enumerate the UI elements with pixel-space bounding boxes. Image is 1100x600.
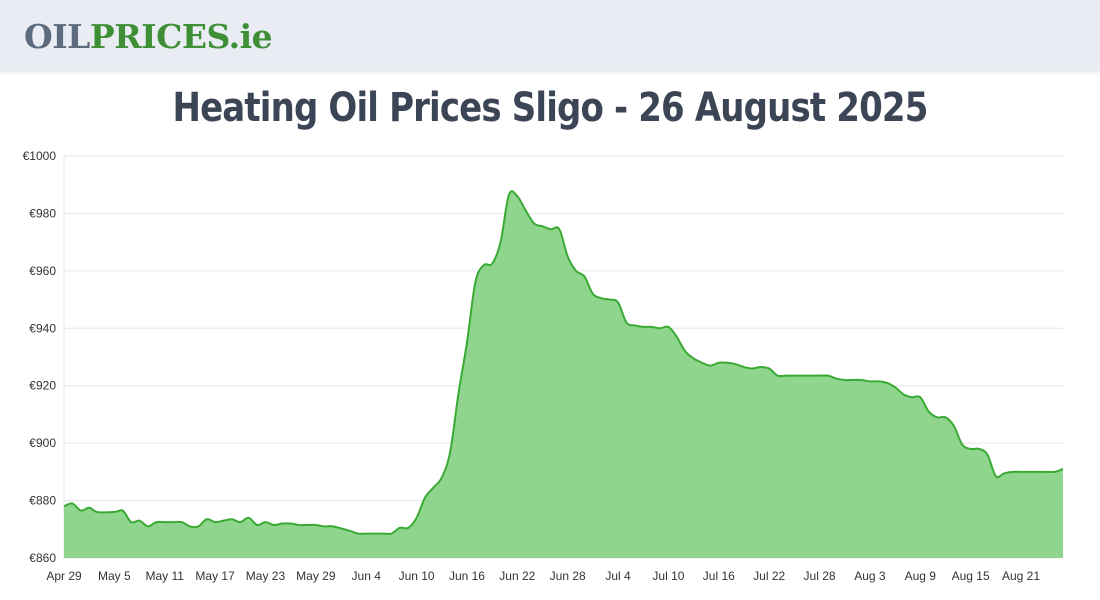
y-tick-label: €980	[29, 206, 56, 220]
x-tick-label: Jul 28	[804, 569, 836, 583]
logo-prices-text: PRICES	[89, 17, 229, 56]
x-tick-label: May 29	[296, 569, 336, 583]
y-tick-label: €1000	[23, 149, 57, 163]
x-tick-label: Jul 4	[605, 569, 631, 583]
logo-oil-text: OIL	[24, 17, 90, 56]
x-tick-label: May 17	[195, 569, 235, 583]
x-tick-label: Jul 16	[703, 569, 735, 583]
x-axis-labels: Apr 29 May 5 May 11 May 17 May 23 May 29 Jun 4…	[46, 569, 1040, 583]
site-logo[interactable]: OILPRICES.ie	[24, 14, 273, 60]
x-tick-label: Jun 16	[449, 569, 485, 583]
x-tick-label: Aug 15	[952, 569, 990, 583]
price-area-fill	[64, 191, 1063, 558]
x-tick-label: Jun 22	[499, 569, 535, 583]
page-title: Heating Oil Prices Sligo - 26 August 202…	[172, 85, 928, 131]
y-tick-label: €900	[29, 436, 56, 450]
site-header: OILPRICES.ie	[0, 0, 1100, 70]
y-tick-label: €940	[29, 321, 56, 335]
y-tick-label: €860	[29, 551, 56, 565]
x-tick-label: Jun 4	[352, 569, 382, 583]
price-series-line	[63, 190, 1064, 536]
y-tick-label: €960	[29, 264, 56, 278]
x-tick-label: Jul 22	[753, 569, 785, 583]
y-axis-labels: €860 €880 €900 €920 €940 €960 €980 €1000	[23, 149, 57, 565]
x-tick-label: Jun 28	[550, 569, 586, 583]
y-tick-label: €920	[29, 379, 56, 393]
logo-tld-text: .ie	[228, 17, 273, 56]
chart-area-layer	[63, 190, 1064, 558]
y-tick-label: €880	[29, 494, 56, 508]
x-tick-label: Aug 9	[905, 569, 937, 583]
x-tick-label: Aug 3	[854, 569, 886, 583]
x-tick-label: Jul 10	[652, 569, 684, 583]
price-chart: €860 €880 €900 €920 €940 €960 €980 €1000 Apr 29…	[23, 149, 1064, 583]
x-tick-label: May 23	[246, 569, 286, 583]
x-tick-label: Aug 21	[1002, 569, 1040, 583]
x-tick-label: Apr 29	[46, 569, 82, 583]
x-tick-label: May 5	[98, 569, 131, 583]
x-tick-label: May 11	[146, 569, 185, 583]
x-tick-label: Jun 10	[399, 569, 435, 583]
